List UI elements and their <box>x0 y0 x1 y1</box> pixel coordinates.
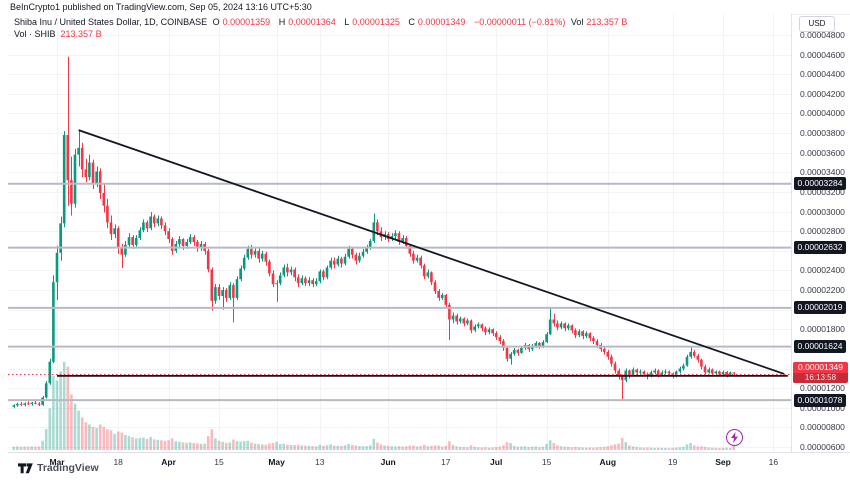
price-tick-label: 0.00001200 <box>800 383 845 394</box>
price-tick-label: 0.00003600 <box>800 147 845 158</box>
time-tick-label: 16 <box>768 457 779 467</box>
price-tick-label: 0.00000600 <box>800 442 845 453</box>
price-tick-label: 0.00002200 <box>800 285 845 296</box>
price-level-badge: 0.00003284 <box>794 177 846 191</box>
bar-countdown: 16:13:58 <box>793 373 848 383</box>
lightning-bolt-icon <box>731 432 738 443</box>
time-tick-label: 17 <box>441 457 451 467</box>
last-price-badge: 0.00001349 16:13:58 <box>793 362 848 383</box>
last-price-value: 0.00001349 <box>798 362 843 372</box>
time-tick-label: Mar <box>49 457 65 467</box>
price-tick-label: 0.00003400 <box>800 167 845 178</box>
symbol-legend: Shiba Inu / United States Dollar, 1D, CO… <box>14 17 633 28</box>
tradingview-logo-text: TradingView <box>37 462 99 474</box>
price-tick-label: 0.00004400 <box>800 69 845 80</box>
volume-study-legend: Vol · SHIB 213.357 B <box>14 29 102 39</box>
time-tick-label: 19 <box>667 457 678 467</box>
currency-button[interactable]: USD <box>799 16 835 32</box>
time-tick-label: Jun <box>380 457 396 467</box>
time-tick-label: 13 <box>315 457 325 467</box>
price-tick-label: 0.00001800 <box>800 324 845 335</box>
price-tick-label: 0.00004600 <box>800 49 845 60</box>
time-tick-label: May <box>268 457 285 467</box>
price-tick-label: 0.00003000 <box>800 206 845 217</box>
ohlc-high: H 0.00001364 <box>278 17 336 27</box>
price-tick-label: 0.00000800 <box>800 422 845 433</box>
price-tick-label: 0.00004800 <box>800 30 845 40</box>
time-tick-label: 15 <box>541 457 552 467</box>
ohlc-low: L 0.00001325 <box>344 17 400 27</box>
price-axis[interactable]: 0.00004800 0.00004600 0.00004400 0.00004200… <box>791 14 850 452</box>
boost-lightning-icon[interactable] <box>726 429 743 446</box>
price-level-badge: 0.00002632 <box>794 241 846 255</box>
price-level-badge: 0.00002019 <box>794 301 846 315</box>
attribution-bar: BeInCrypto1 published on TradingView.com… <box>10 2 312 12</box>
tradingview-logo[interactable]: TradingView <box>18 462 99 474</box>
price-tick-label: 0.00004000 <box>800 108 845 119</box>
change-readout: −0.00000011 (−0.81%) <box>473 17 566 27</box>
price-level-badge: 0.00001624 <box>794 340 846 354</box>
price-tick-label: 0.00001000 <box>800 402 845 413</box>
price-tick-label: 0.00004200 <box>800 88 845 99</box>
time-tick-label: 18 <box>113 457 123 467</box>
ohlc-close: C 0.00001349 <box>408 17 466 27</box>
price-chart-canvas[interactable] <box>8 14 791 452</box>
time-tick-label: 15 <box>214 457 224 467</box>
price-tick-label: 0.00002400 <box>800 265 845 276</box>
volume-readout: Vol 213.357 B <box>570 17 628 27</box>
price-level-badge: 0.00001078 <box>794 393 846 407</box>
time-tick-label: Sep <box>715 457 731 467</box>
price-tick-label: 0.00003200 <box>800 186 845 197</box>
price-tick-label: 0.00002800 <box>800 226 845 237</box>
tradingview-mark-icon <box>18 462 33 473</box>
time-axis[interactable]: Mar 18 Apr 15 May 13 Jun 17 Jul 15 Aug 19 Sep 16 <box>8 452 850 469</box>
ohlc-open: O 0.00001359 <box>212 17 271 27</box>
time-tick-label: Apr <box>161 457 176 467</box>
symbol-title: Shiba Inu / United States Dollar, 1D, CO… <box>14 17 208 27</box>
time-tick-label: Jul <box>490 457 503 467</box>
time-tick-label: Aug <box>599 457 617 467</box>
price-tick-label: 0.00003800 <box>800 128 845 139</box>
